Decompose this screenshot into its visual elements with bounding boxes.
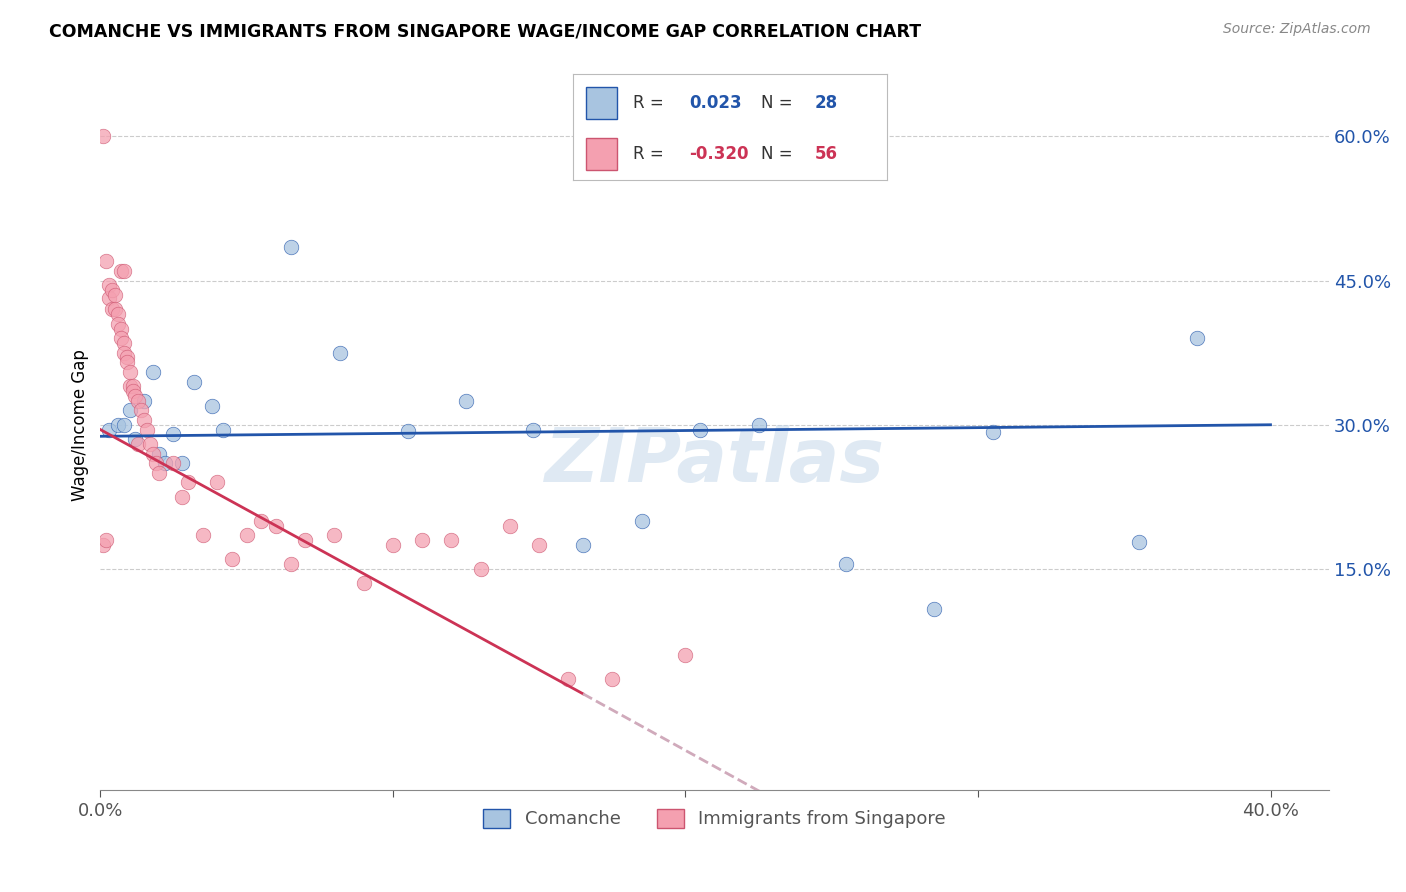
- Point: [110, 264, 132, 278]
- Point: [264, 518, 287, 533]
- Point: [110, 321, 132, 335]
- Point: [329, 345, 352, 359]
- Point: [118, 365, 141, 379]
- Point: [675, 648, 697, 663]
- Point: [139, 437, 162, 451]
- Point: [134, 413, 156, 427]
- Point: [1187, 331, 1209, 345]
- Point: [153, 456, 176, 470]
- Point: [121, 379, 143, 393]
- Point: [112, 336, 135, 351]
- Point: [107, 317, 129, 331]
- Point: [191, 528, 214, 542]
- Point: [118, 379, 141, 393]
- Point: [835, 557, 858, 571]
- Point: [134, 393, 156, 408]
- Point: [522, 423, 544, 437]
- Point: [107, 417, 129, 432]
- Point: [207, 475, 229, 490]
- Point: [235, 528, 257, 542]
- Point: [454, 393, 477, 408]
- Point: [110, 331, 132, 345]
- Point: [127, 393, 149, 408]
- Point: [127, 437, 149, 451]
- Point: [499, 518, 522, 533]
- Point: [212, 423, 235, 437]
- Point: [124, 432, 146, 446]
- Point: [527, 538, 550, 552]
- Point: [172, 456, 194, 470]
- Point: [112, 264, 135, 278]
- Point: [162, 456, 184, 470]
- Point: [101, 302, 124, 317]
- Point: [107, 307, 129, 321]
- Text: ZIPatlas: ZIPatlas: [544, 425, 884, 498]
- Point: [396, 425, 419, 439]
- Text: COMANCHE VS IMMIGRANTS FROM SINGAPORE WAGE/INCOME GAP CORRELATION CHART: COMANCHE VS IMMIGRANTS FROM SINGAPORE WA…: [49, 22, 921, 40]
- Point: [101, 283, 124, 297]
- Point: [96, 254, 118, 268]
- Point: [689, 423, 711, 437]
- Point: [250, 514, 273, 528]
- Point: [411, 533, 433, 547]
- Point: [470, 562, 492, 576]
- Point: [748, 417, 770, 432]
- Point: [115, 355, 138, 369]
- Point: [142, 447, 165, 461]
- Point: [136, 423, 159, 437]
- Point: [221, 552, 243, 566]
- Y-axis label: Wage/Income Gap: Wage/Income Gap: [72, 349, 89, 500]
- Point: [630, 514, 652, 528]
- Point: [981, 425, 1004, 440]
- Point: [600, 673, 623, 687]
- Point: [98, 278, 121, 293]
- Point: [200, 399, 222, 413]
- Point: [381, 538, 404, 552]
- Point: [104, 288, 127, 302]
- Point: [177, 475, 200, 490]
- Point: [118, 403, 141, 417]
- Point: [98, 291, 121, 305]
- Point: [294, 533, 316, 547]
- Point: [148, 466, 170, 480]
- Point: [96, 533, 118, 547]
- Point: [142, 365, 165, 379]
- Point: [112, 345, 135, 359]
- Point: [440, 533, 463, 547]
- Point: [115, 351, 138, 365]
- Point: [104, 302, 127, 317]
- Point: [162, 427, 184, 442]
- Point: [280, 557, 302, 571]
- Point: [280, 240, 302, 254]
- Text: Source: ZipAtlas.com: Source: ZipAtlas.com: [1223, 22, 1371, 37]
- Point: [323, 528, 346, 542]
- Point: [148, 447, 170, 461]
- Point: [121, 384, 143, 398]
- Point: [1128, 535, 1150, 549]
- Point: [922, 602, 945, 616]
- Point: [145, 456, 167, 470]
- Point: [112, 417, 135, 432]
- Point: [98, 423, 121, 437]
- Point: [353, 576, 375, 591]
- Point: [183, 375, 205, 389]
- Point: [172, 490, 194, 504]
- Point: [572, 538, 595, 552]
- Legend: Comanche, Immigrants from Singapore: Comanche, Immigrants from Singapore: [477, 802, 953, 836]
- Point: [91, 538, 114, 552]
- Point: [124, 389, 146, 403]
- Point: [131, 403, 153, 417]
- Point: [91, 129, 114, 144]
- Point: [557, 673, 579, 687]
